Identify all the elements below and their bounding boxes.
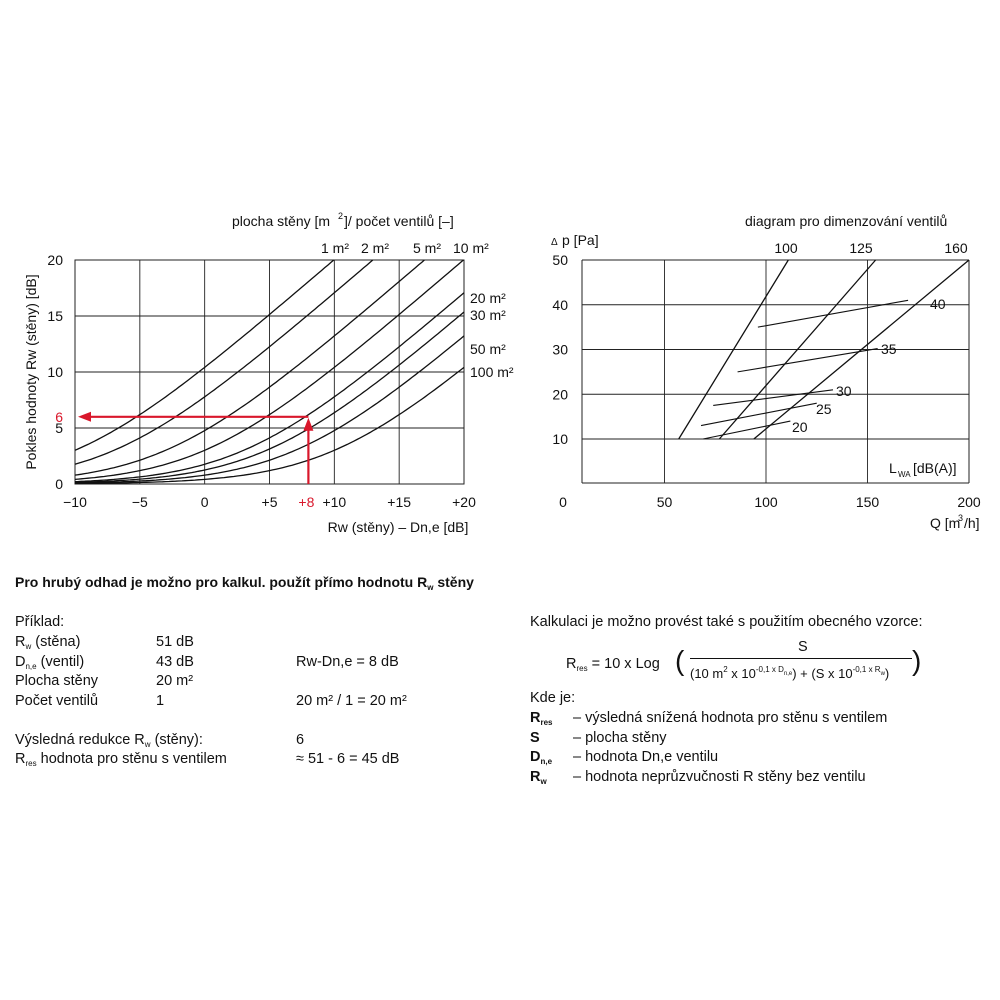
example-row-value: 43 dB: [156, 653, 194, 670]
example-row-calc: 20 m² / 1 = 20 m²: [296, 692, 407, 709]
c1-series-label: 30 m²: [470, 307, 506, 323]
formula-bracket-close: ): [912, 645, 922, 676]
formula-lhs: Rres = 10 x Log: [566, 656, 660, 673]
example-row-label: Dn,e (ventil): [15, 653, 85, 671]
c1-series-label: 1 m²: [321, 240, 349, 256]
example-row-calc: Rw-Dn,e = 8 dB: [296, 653, 399, 670]
legend-symbol: Dn,e: [530, 749, 553, 766]
c1-ytick: 5: [55, 420, 63, 436]
calc-intro: Kalkulaci je možno provést také s použit…: [530, 614, 923, 630]
c1-xtick: +5: [262, 494, 278, 510]
c1-series-label: 50 m²: [470, 341, 506, 357]
example-row-value: 20 m²: [156, 673, 194, 689]
c1-ytick: 20: [47, 252, 63, 268]
c1-series-label: 10 m²: [453, 240, 489, 256]
c1-annot-xlabel: +8: [298, 494, 314, 510]
c1-title-a: plocha stěny [m: [232, 213, 330, 229]
c1-curve-5m2: [74, 259, 425, 476]
legend-description: – výsledná snížená hodnota pro stěnu s v…: [573, 710, 888, 726]
c1-ytick: 10: [47, 364, 63, 380]
result-rres-label: Rres hodnota pro stěnu s ventilem: [15, 751, 227, 768]
example-row-label: Počet ventilů: [15, 692, 99, 709]
c1-frame: [74, 259, 465, 485]
c1-xlabel: Rw (stěny) – Dn,e [dB]: [328, 519, 469, 535]
c1-xtick: +15: [387, 494, 411, 510]
c1-curve-20m2: [74, 292, 465, 483]
c1-curve-100m2: [75, 366, 465, 485]
result-reduction-value: 6: [296, 732, 305, 748]
legend-title: Kde je:: [530, 690, 576, 706]
example-title: Příklad:: [15, 614, 65, 630]
formula-fraction-bar: [690, 658, 912, 659]
formula-numerator: S: [798, 639, 808, 655]
c1-series-label: 5 m²: [413, 240, 441, 256]
section-heading: Pro hrubý odhad je možno pro kalkul. pou…: [15, 574, 474, 592]
c1-series-label: 2 m²: [361, 240, 389, 256]
c1-series-label: 20 m²: [470, 290, 506, 306]
legend-symbol: Rw: [530, 768, 547, 786]
c1-curve-10m2: [74, 259, 464, 481]
c1-xtick: +10: [322, 494, 346, 510]
c1-ytick: 0: [55, 476, 63, 492]
formula-bracket-open: (: [675, 645, 685, 676]
legend-description: – plocha stěny: [573, 729, 667, 746]
c1-xtick: +20: [452, 494, 476, 510]
result-reduction-label: Výsledná redukce Rw (stěny):: [15, 732, 203, 749]
c1-curve-50m2: [75, 335, 465, 484]
formula-denominator: (10 m2 x 10-0,1 x Dn,e) + (S x 10-0,1 x …: [690, 665, 890, 681]
c1-ytick: 15: [47, 308, 63, 324]
c1-xtick: −10: [63, 494, 87, 510]
example-row-value: 51 dB: [156, 634, 194, 650]
example-row-label: Rw (stěna): [15, 634, 81, 651]
c1-curve-1m2: [74, 259, 335, 451]
c1-curve-2m2: [74, 259, 374, 465]
c1-arrowhead-left: [78, 411, 91, 422]
example-row-value: 1: [156, 692, 165, 709]
legend-symbol: Rres: [530, 710, 553, 727]
c1-series-label: 100 m²: [470, 364, 514, 380]
c1-arrowhead-up: [303, 417, 314, 431]
c1-title-b: ]/ počet ventilů [–]: [344, 213, 454, 229]
c1-curve-30m2: [74, 311, 465, 484]
c1-xtick: −5: [132, 494, 148, 510]
legend-description: – hodnota Dn,e ventilu: [573, 749, 719, 765]
c1-annot-ylabel: 6: [55, 409, 63, 425]
c1-ylabel: Pokles hodnoty Rw (stěny) [dB]: [23, 274, 39, 469]
example-row-label: Plocha stěny: [15, 673, 99, 689]
c1-title-sup: 2: [338, 211, 343, 221]
legend-symbol: S: [530, 729, 540, 746]
result-rres-value: ≈ 51 - 6 = 45 dB: [296, 751, 400, 767]
legend-description: – hodnota neprůzvučnosti R stěny bez ven…: [573, 768, 866, 785]
c1-xtick: 0: [201, 494, 209, 510]
